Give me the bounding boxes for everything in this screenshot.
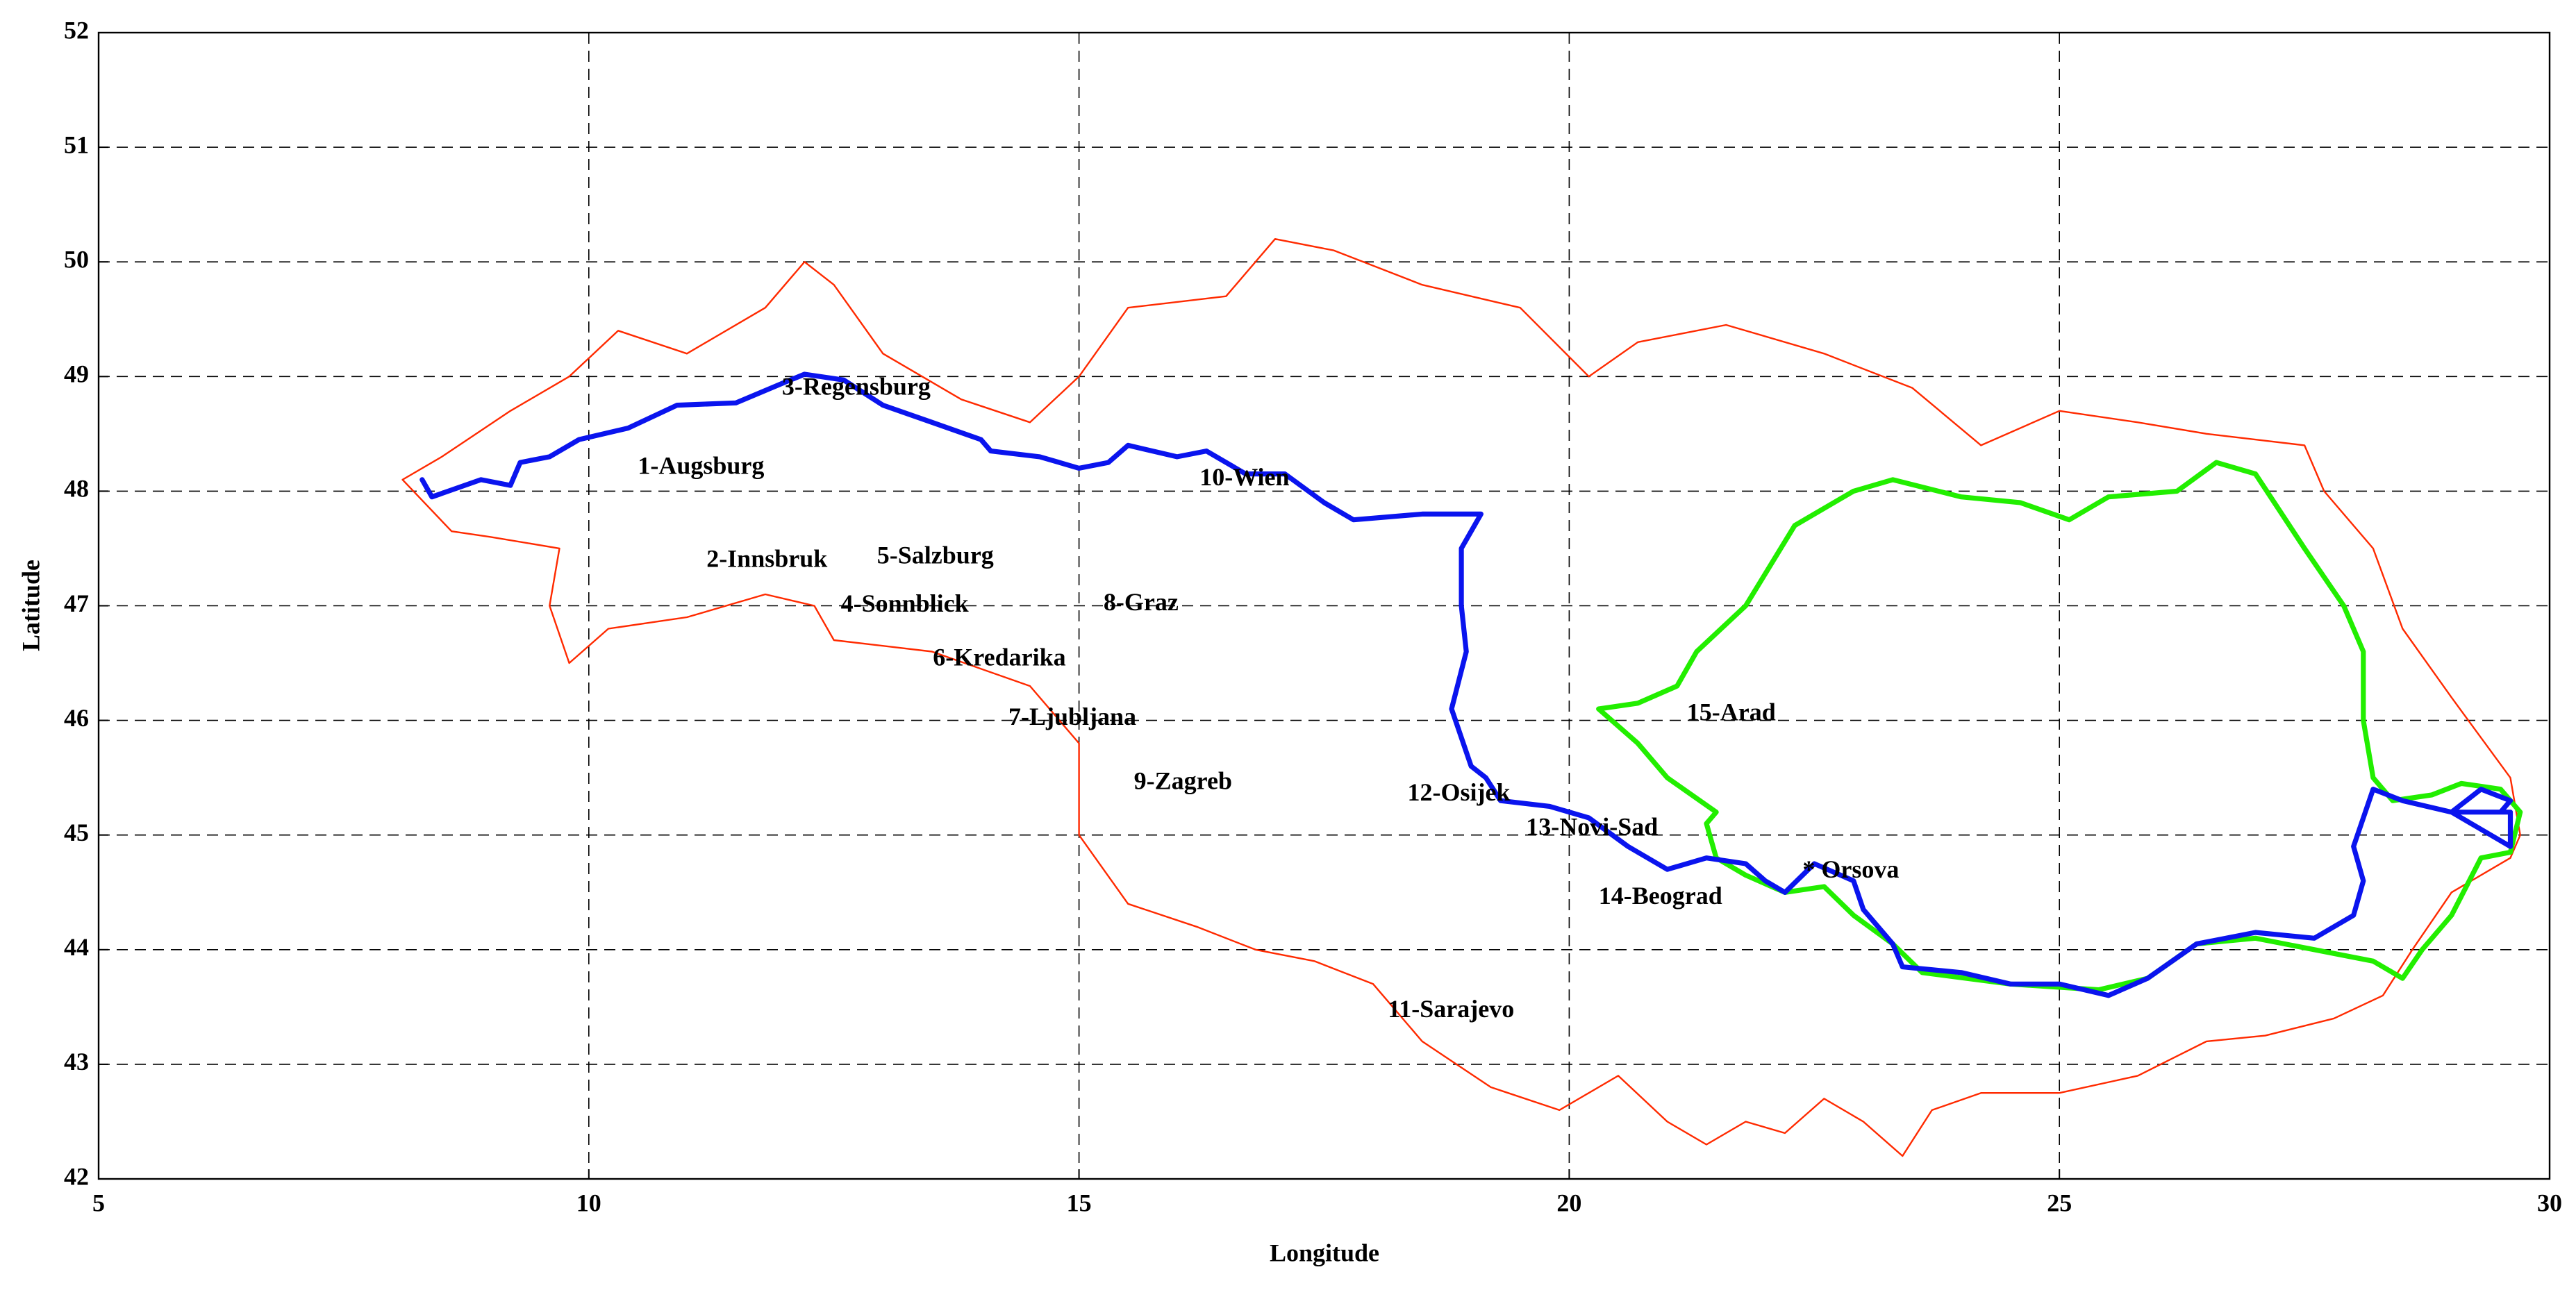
station-label: 2-Innsbruk	[706, 544, 827, 572]
station-label: 7-Ljubljana	[1008, 703, 1136, 730]
x-tick-label: 15	[1067, 1189, 1092, 1216]
y-tick-label: 51	[64, 131, 89, 158]
station-label: 4-Sonnblick	[841, 589, 969, 617]
y-tick-label: 47	[64, 589, 89, 617]
station-label: 10-Wien	[1199, 463, 1289, 491]
station-label: * Orsova	[1802, 855, 1899, 883]
x-tick-label: 5	[92, 1189, 105, 1216]
y-tick-label: 43	[64, 1048, 89, 1075]
station-label: 14-Beograd	[1599, 882, 1722, 910]
series-line	[1596, 460, 2523, 993]
station-label: 3-Regensburg	[782, 373, 931, 401]
x-axis-label: Longitude	[1270, 1239, 1379, 1266]
station-label: 11-Sarajevo	[1388, 995, 1514, 1023]
y-tick-label: 48	[64, 475, 89, 503]
station-label: 13-Novi-Sad	[1526, 813, 1658, 841]
y-tick-label: 52	[64, 16, 89, 44]
plot-frame	[97, 31, 2551, 1180]
station-label: 9-Zagreb	[1134, 767, 1232, 795]
y-tick-label: 45	[64, 819, 89, 846]
station-label: 15-Arad	[1687, 698, 1776, 726]
station-label: 6-Kredarika	[933, 643, 1065, 671]
y-axis-label: Latitude	[17, 560, 44, 651]
station-label: 1-Augsburg	[638, 452, 764, 480]
y-tick-label: 42	[64, 1162, 89, 1190]
station-label: 12-Osijek	[1407, 778, 1510, 806]
series-line	[401, 238, 2521, 1157]
y-tick-label: 49	[64, 360, 89, 388]
y-tick-label: 46	[64, 704, 89, 732]
x-tick-label: 10	[576, 1189, 601, 1216]
y-tick-label: 44	[64, 933, 89, 961]
station-label: 5-Salzburg	[877, 541, 994, 569]
x-tick-label: 30	[2537, 1189, 2562, 1216]
x-tick-label: 20	[1556, 1189, 1581, 1216]
series-line	[419, 371, 2513, 998]
station-label: 8-Graz	[1104, 588, 1179, 616]
y-tick-label: 50	[64, 245, 89, 273]
x-tick-label: 25	[2047, 1189, 2072, 1216]
